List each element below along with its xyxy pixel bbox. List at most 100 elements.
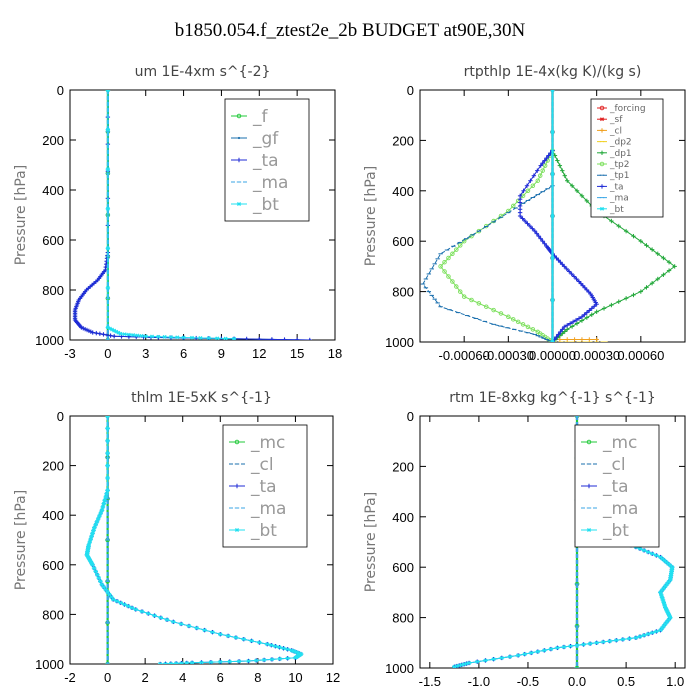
series-bt-marker xyxy=(550,172,555,176)
x-tick-label: 8 xyxy=(254,670,261,685)
series-bt-marker xyxy=(116,330,121,335)
series-tp2-marker xyxy=(442,269,447,274)
x-tick-label: 1.0 xyxy=(666,674,684,689)
series-bt-marker xyxy=(285,656,290,661)
series-tp2-marker xyxy=(454,247,459,252)
series-bt-marker xyxy=(257,640,262,645)
series-bt-marker xyxy=(658,555,663,560)
series-bt-marker xyxy=(650,551,655,556)
x-tick-label: -0.00030 xyxy=(483,348,534,363)
y-tick-label: 600 xyxy=(392,234,414,249)
series-bt-marker xyxy=(156,334,161,339)
series-bt-marker xyxy=(105,590,110,595)
series-bt-marker xyxy=(159,662,163,664)
y-tick-label: 600 xyxy=(42,233,64,248)
series-bt-marker xyxy=(291,649,296,653)
series-tp2-marker xyxy=(510,317,516,322)
series-bt-marker xyxy=(226,633,231,638)
series-bt-marker xyxy=(103,495,108,499)
series-bt-marker xyxy=(660,595,665,600)
series-bt-marker xyxy=(550,298,555,302)
series-bt-marker xyxy=(115,599,119,604)
series-bt-marker xyxy=(110,327,115,332)
x-tick-label: -1.5 xyxy=(419,674,441,689)
legend-label: _ta xyxy=(250,477,277,497)
legend-label: _f xyxy=(252,107,269,127)
x-tick-label: 0.00000 xyxy=(529,348,576,363)
legend-label: _sf xyxy=(609,115,623,125)
series-bt-marker xyxy=(550,256,555,260)
y-tick-label: 1000 xyxy=(385,661,414,676)
series-bt-marker xyxy=(122,332,127,337)
series-bt-marker xyxy=(133,607,138,612)
series-bt-marker xyxy=(190,660,195,664)
x-tick-label: -3 xyxy=(64,346,76,361)
legend-label: _cl xyxy=(250,455,274,475)
series-bt-marker xyxy=(126,604,131,609)
x-tick-label: 18 xyxy=(328,346,342,361)
series-bt-marker xyxy=(223,336,228,340)
x-tick-label: 3 xyxy=(142,346,149,361)
x-tick-label: 4 xyxy=(179,670,186,685)
x-tick-label: 2 xyxy=(142,670,149,685)
series-bt-marker xyxy=(646,632,651,636)
series-mc-marker xyxy=(574,665,580,668)
series-tp2-marker xyxy=(491,307,496,313)
series-bt-marker xyxy=(97,514,102,518)
series-bt-marker xyxy=(95,572,100,577)
y-tick-label: 400 xyxy=(42,508,64,523)
series-bt-marker xyxy=(654,629,659,634)
series-bt-marker xyxy=(126,332,131,337)
legend-marker xyxy=(236,113,242,119)
series-tp2-marker xyxy=(506,314,511,320)
series-bt-marker xyxy=(218,632,223,637)
series-bt-marker xyxy=(118,600,123,605)
series-tp2-marker xyxy=(540,168,545,173)
series-bt-marker xyxy=(206,336,211,340)
series-bt-marker xyxy=(169,661,173,664)
series-bt-marker xyxy=(99,582,104,587)
series-bt-marker xyxy=(294,650,299,655)
legend-label: _ta xyxy=(609,182,624,192)
series-bt-marker xyxy=(664,560,669,565)
series-bt-marker xyxy=(295,650,300,655)
series-bt-marker xyxy=(98,579,103,584)
legend-label: _cl xyxy=(602,455,626,475)
series-bt-marker xyxy=(107,90,110,92)
series-bt-marker xyxy=(529,650,534,655)
legend-label: _bt xyxy=(609,205,624,215)
legend-marker xyxy=(586,439,592,445)
series-bt-marker xyxy=(88,537,93,542)
series-bt-marker xyxy=(273,644,278,649)
y-tick-label: 1000 xyxy=(35,333,64,348)
x-tick-label: 0.00030 xyxy=(573,348,620,363)
series-tp2-marker xyxy=(446,274,451,279)
series-group xyxy=(72,90,312,340)
series-bt-marker xyxy=(105,488,110,493)
series-bt-marker xyxy=(499,655,504,660)
series-bt-marker xyxy=(92,566,97,571)
series-bt-marker xyxy=(202,628,207,633)
series-bt-marker xyxy=(575,643,580,648)
figure-title: b1850.054.f_ztest2e_2b BUDGET at90E,30N xyxy=(174,20,526,41)
series-bt-marker xyxy=(179,661,184,664)
series-tp2-marker xyxy=(535,178,541,183)
series-bt-marker xyxy=(508,654,512,659)
x-tick-label: -0.5 xyxy=(517,674,539,689)
series-bt-marker xyxy=(174,661,179,664)
series-bt-marker xyxy=(175,335,180,340)
series-bt-marker xyxy=(535,649,540,654)
series-group xyxy=(84,416,304,664)
series-bt-marker xyxy=(254,658,259,663)
series-bt-marker xyxy=(105,206,110,211)
y-tick-label: 1000 xyxy=(385,335,414,350)
series-bt-marker xyxy=(101,501,106,506)
series-bt-marker xyxy=(650,630,655,635)
series-bt-marker xyxy=(663,605,668,610)
series-tp2-marker xyxy=(542,163,548,168)
series-tp2-marker xyxy=(530,327,536,332)
x-tick-label: 0.5 xyxy=(617,674,635,689)
y-tick-label: 0 xyxy=(407,83,414,98)
series-bt-marker xyxy=(233,635,238,640)
